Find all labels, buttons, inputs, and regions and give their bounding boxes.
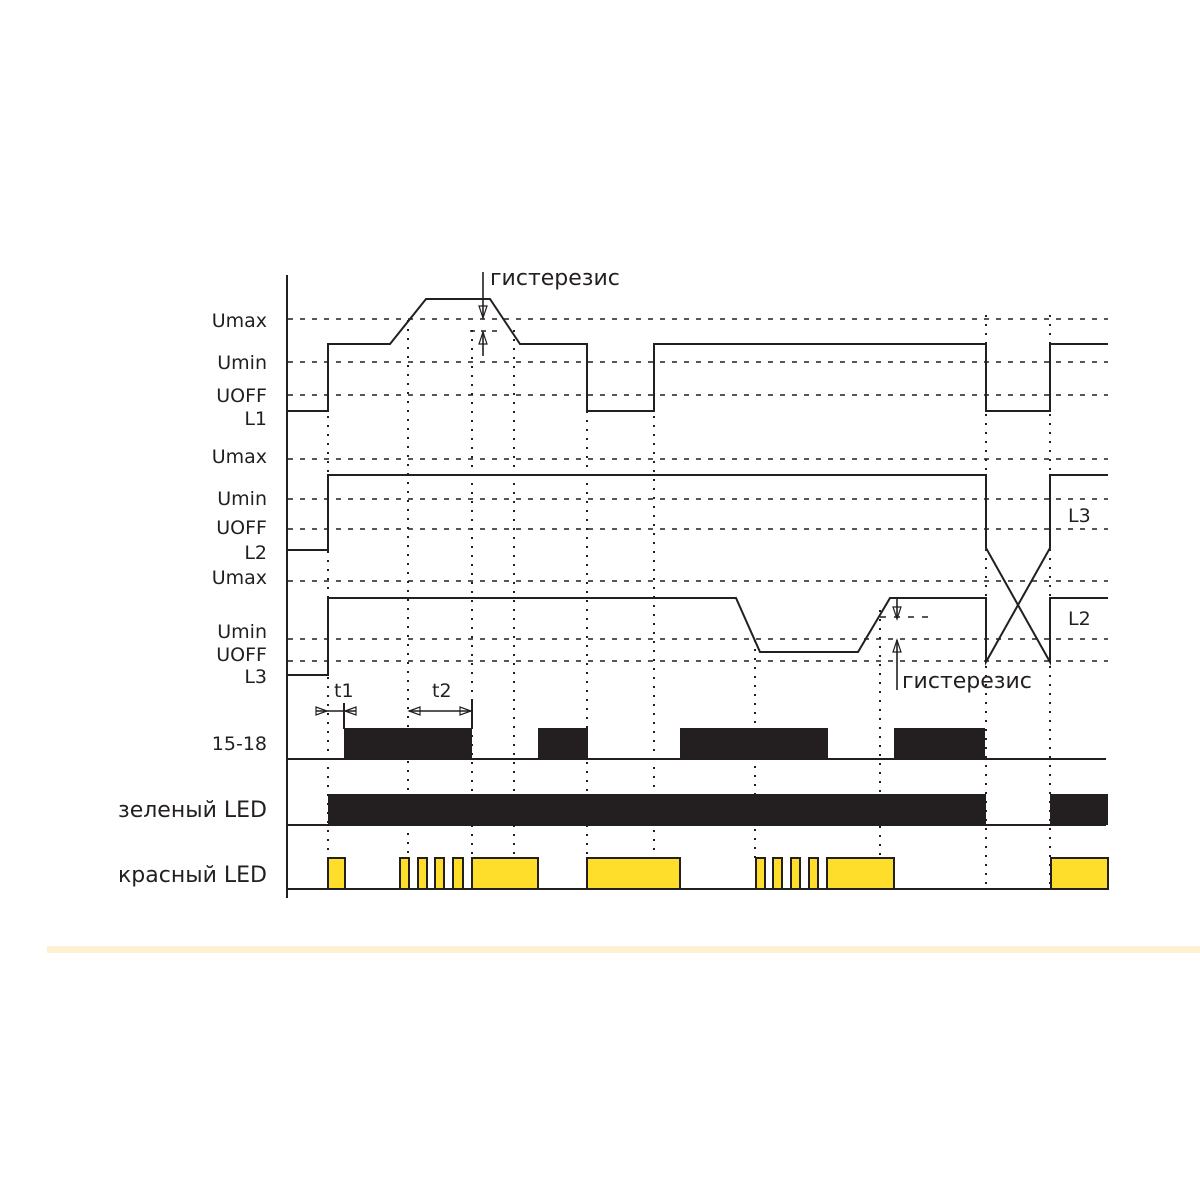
l3-label: L3 [244,666,267,688]
green-led-label: зеленый LED [118,798,267,823]
l2-label: L2 [244,542,267,564]
red-led-pulse [1050,857,1109,890]
red-led-pulse [755,857,766,890]
red-led-pulse [452,857,464,890]
crossed-l2-label: L2 [1068,608,1091,630]
footer-divider [47,946,1200,953]
t1-label: t1 [334,680,354,702]
relay-on-block [538,728,588,759]
red-led-pulse [327,857,346,890]
arrow-head-icon [478,330,488,345]
relay-on-block [344,728,472,759]
hysteresis-label-top: гистерезис [490,266,620,291]
relay-on-block [680,728,828,759]
l3-umin-label: Umin [217,621,267,643]
green-led-on-block [328,794,986,825]
red-led-pulse [808,857,819,890]
l2-umax-label: Umax [212,446,267,468]
l2-umin-label: Umin [217,488,267,510]
l1-umin-label: Umin [217,352,267,374]
red-led-pulse [790,857,801,890]
l1-label: L1 [244,408,267,430]
arrow-head-icon [315,706,329,716]
waveforms [287,298,1108,676]
relay-on-block [894,728,985,759]
arrow-head-icon [459,706,473,716]
output-blocks [287,728,1109,890]
red-led-pulse [399,857,410,890]
threshold-grid [288,318,1108,662]
red-led-pulse [586,857,681,890]
l3-waveform [287,474,1108,676]
green-led-on-block [1050,794,1108,825]
red-led-pulse [417,857,428,890]
red-led-pulse [471,857,539,890]
arrow-head-icon [892,606,902,621]
red-led-label: красный LED [118,863,267,888]
l1-umax-label: Umax [212,310,267,332]
l1-uoff-label: UOFF [216,385,267,407]
crossed-l3-label: L3 [1068,505,1091,527]
l1-waveform [287,298,1108,412]
l3-uoff-label: UOFF [216,644,267,666]
arrow-head-icon [407,706,421,716]
red-led-pulse [434,857,445,890]
arrow-head-icon [343,706,357,716]
arrow-head-icon [892,638,902,653]
l2-uoff-label: UOFF [216,517,267,539]
red-led-pulse [826,857,895,890]
arrow-head-icon [478,305,488,320]
annotation-arrows [315,272,928,729]
relay-label: 15-18 [212,733,267,755]
t2-label: t2 [432,680,452,702]
l3-umax-label: Umax [212,567,267,589]
red-led-pulse [772,857,783,890]
l2-waveform [287,474,1108,666]
hysteresis-label-bottom: гистерезис [902,669,1032,694]
